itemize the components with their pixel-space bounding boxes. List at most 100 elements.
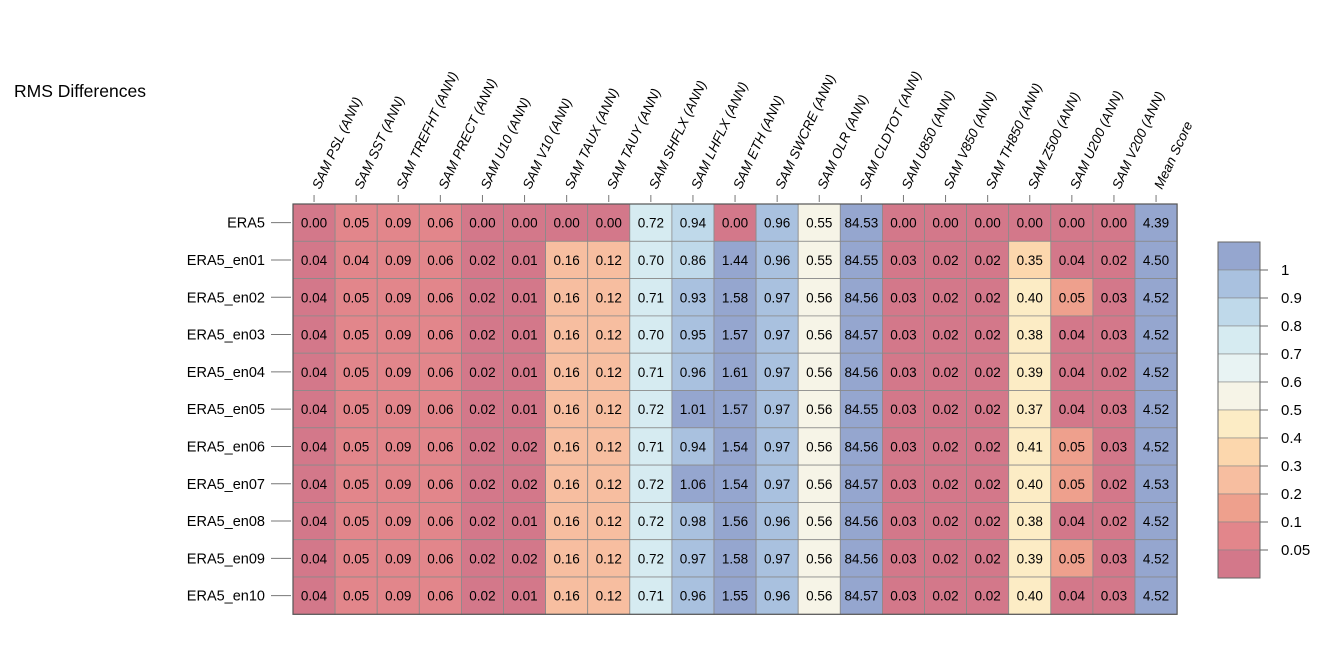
heatmap-cell: [839, 427, 883, 466]
cell-value: 0.03: [890, 551, 916, 566]
cell-value: 1.06: [680, 477, 706, 492]
heatmap-cell: [797, 390, 841, 429]
cell-value: 0.55: [806, 216, 832, 231]
heatmap-cell: [1008, 390, 1052, 429]
cell-value: 0.56: [806, 328, 832, 343]
cell-value: 0.56: [806, 551, 832, 566]
cell-value: 0.12: [596, 328, 622, 343]
cell-value: 0.12: [596, 514, 622, 529]
cell-value: 84.56: [844, 514, 878, 529]
cell-value: 0.06: [427, 589, 453, 604]
cell-value: 0.00: [511, 216, 537, 231]
cell-value: 0.03: [1101, 551, 1127, 566]
cell-value: 0.12: [596, 402, 622, 417]
cell-value: 0.97: [764, 365, 790, 380]
cell-value: 0.96: [764, 589, 790, 604]
heatmap-cell: [292, 539, 336, 578]
heatmap-cell: [839, 315, 883, 354]
cell-value: 0.06: [427, 365, 453, 380]
heatmap-cell: [1134, 539, 1178, 578]
cell-value: 4.52: [1143, 589, 1169, 604]
cell-value: 0.16: [554, 477, 580, 492]
cell-value: 0.72: [638, 402, 664, 417]
cell-value: 0.02: [975, 290, 1001, 305]
heatmap-cell: [334, 576, 378, 615]
cell-value: 0.04: [301, 290, 328, 305]
cell-value: 1.55: [722, 589, 748, 604]
colorbar-tick-label: 1: [1281, 262, 1289, 279]
cell-value: 0.02: [932, 253, 958, 268]
heatmap-cell: [292, 278, 336, 317]
heatmap-cell: [376, 464, 420, 503]
cell-value: 4.52: [1143, 402, 1169, 417]
cell-value: 0.97: [764, 439, 790, 454]
heatmap-cell: [1092, 427, 1136, 466]
cell-value: 0.00: [469, 216, 495, 231]
cell-value: 0.16: [554, 514, 580, 529]
cell-value: 0.01: [511, 514, 537, 529]
cell-value: 84.56: [844, 439, 878, 454]
cell-value: 0.09: [385, 216, 411, 231]
heatmap-cell: [503, 278, 546, 317]
heatmap-cell: [924, 240, 967, 280]
colorbar-segment: [1217, 241, 1261, 271]
cell-value: 4.52: [1143, 328, 1169, 343]
cell-value: 0.02: [932, 551, 958, 566]
heatmap-cell: [966, 390, 1010, 429]
cell-value: 0.06: [427, 253, 453, 268]
cell-value: 0.93: [680, 290, 706, 305]
cell-value: 0.02: [975, 365, 1001, 380]
cell-value: 0.86: [680, 253, 706, 268]
colorbar-segment: [1217, 353, 1261, 383]
cell-value: 0.04: [1059, 402, 1086, 417]
cell-value: 0.02: [469, 551, 495, 566]
cell-value: 0.05: [1059, 477, 1085, 492]
cell-value: 0.01: [511, 253, 537, 268]
heatmap-cell: [839, 240, 883, 280]
heatmap-cell: [1050, 240, 1094, 280]
cell-value: 0.00: [722, 216, 748, 231]
cell-value: 0.16: [554, 253, 580, 268]
cell-value: 0.00: [1101, 216, 1127, 231]
colorbar-tick-label: 0.6: [1281, 374, 1302, 391]
cell-value: 0.04: [343, 253, 370, 268]
cell-value: 0.96: [764, 514, 790, 529]
heatmap-cell: [797, 539, 841, 578]
cell-value: 0.38: [1017, 514, 1043, 529]
heatmap-cell: [418, 278, 462, 317]
heatmap-cell: [376, 352, 420, 391]
cell-value: 0.02: [932, 365, 958, 380]
heatmap-cell: [797, 278, 841, 317]
heatmap-cell: [460, 315, 504, 354]
cell-value: 0.03: [890, 328, 916, 343]
heatmap-cell: [1092, 501, 1136, 541]
cell-value: 0.41: [1017, 439, 1043, 454]
cell-value: 0.98: [680, 514, 706, 529]
cell-value: 0.71: [638, 439, 664, 454]
row-label: ERA5_en04: [187, 365, 265, 381]
cell-value: 4.52: [1143, 551, 1169, 566]
heatmap-cell: [1050, 315, 1094, 354]
heatmap-cell: [1092, 464, 1136, 503]
heatmap-cell: [966, 576, 1010, 615]
heatmap-cell: [418, 352, 462, 391]
heatmap-cell: [1008, 278, 1052, 317]
cell-value: 0.40: [1017, 589, 1043, 604]
heatmap-cell: [418, 240, 462, 280]
cell-value: 0.05: [343, 402, 369, 417]
colorbar-segment: [1217, 521, 1261, 551]
heatmap-cell: [334, 427, 378, 466]
heatmap-cell: [587, 390, 631, 429]
heatmap-cell: [1008, 352, 1052, 391]
cell-value: 0.16: [554, 402, 580, 417]
heatmap-cell: [629, 576, 673, 615]
colorbar-tick-label: 0.2: [1281, 486, 1302, 503]
cell-value: 0.02: [469, 402, 495, 417]
cell-value: 1.56: [722, 514, 748, 529]
cell-value: 0.56: [806, 514, 832, 529]
heatmap-cell: [418, 390, 462, 429]
cell-value: 0.05: [343, 216, 369, 231]
cell-value: 0.02: [932, 328, 958, 343]
cell-value: 1.61: [722, 365, 748, 380]
heatmap-cell: [797, 576, 841, 615]
